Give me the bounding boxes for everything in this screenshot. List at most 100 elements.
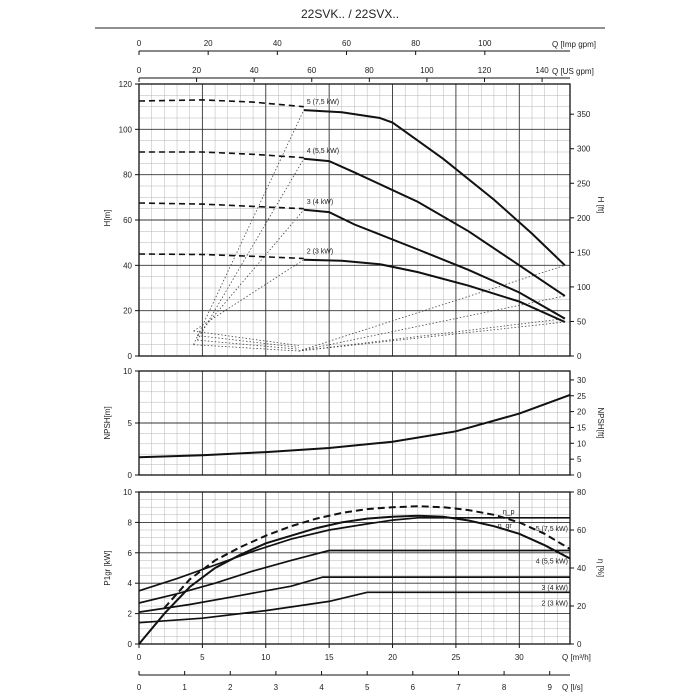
power-curve-label: 2 (3 kW) — [542, 600, 568, 607]
eta-p-curve — [163, 505, 571, 609]
head-curve-label: 3 (4 kW) — [307, 199, 333, 206]
range-dotted-line — [193, 344, 299, 352]
head-m-tick-label: 60 — [123, 216, 132, 225]
head-m-axis-label: H[m] — [103, 210, 112, 227]
us-gpm-axis-label: Q [US gpm] — [552, 67, 594, 76]
flow-ls-tick-label: 3 — [274, 683, 279, 692]
head-ft-tick-label: 100 — [577, 283, 591, 292]
flow-ls-tick-label: 6 — [411, 683, 416, 692]
power-axis-label: P1gr [kW] — [103, 550, 112, 585]
range-dotted-line — [193, 109, 305, 345]
efficiency-tick-label: 0 — [577, 640, 582, 649]
head-curve — [303, 258, 566, 323]
range-dotted-line — [197, 339, 299, 350]
power-curve — [138, 591, 570, 624]
imp-gpm-tick-label: 0 — [137, 39, 142, 48]
range-dotted-line — [193, 330, 299, 346]
head-m-tick-label: 20 — [123, 307, 132, 316]
range-dotted-line — [196, 158, 305, 341]
us-gpm-tick-label: 40 — [250, 66, 259, 75]
range-dotted-line — [298, 318, 565, 352]
imp-gpm-tick-label: 60 — [342, 39, 351, 48]
head-ft-tick-label: 350 — [577, 110, 591, 119]
head-curve-label: 2 (3 kW) — [307, 249, 333, 256]
flow-ls-tick-label: 5 — [365, 683, 370, 692]
power-curve-label: 5 (7,5 kW) — [536, 526, 568, 533]
head-curve — [303, 157, 566, 297]
npsh-ft-tick-label: 25 — [577, 392, 586, 401]
flow-m3h-tick-label: 5 — [200, 653, 205, 662]
head-ft-axis-label: H [ft] — [596, 197, 605, 214]
power-curve — [138, 576, 570, 613]
flow-m3h-tick-label: 25 — [451, 653, 460, 662]
head-ft-tick-label: 50 — [577, 317, 586, 326]
power-kw-tick-label: 6 — [128, 549, 133, 558]
chart-title: 22SVK.. / 22SVX.. — [301, 7, 399, 21]
us-gpm-tick-label: 140 — [535, 66, 549, 75]
us-gpm-tick-label: 100 — [420, 66, 434, 75]
npsh-ft-tick-label: 0 — [577, 471, 582, 480]
npsh-m-axis-label: NPSH[m] — [103, 406, 112, 439]
power-curve — [138, 549, 570, 604]
range-dotted-line — [298, 321, 565, 352]
efficiency-tick-label: 60 — [577, 526, 586, 535]
head-curve — [303, 208, 566, 320]
top-axes: 0 20 40 60 80 100 0 20 40 60 80 100 120 140 — [137, 39, 570, 82]
us-gpm-tick-label: 0 — [137, 66, 142, 75]
head-m-tick-label: 40 — [123, 261, 132, 270]
efficiency-tick-label: 40 — [577, 564, 586, 573]
imp-gpm-tick-label: 20 — [204, 39, 213, 48]
range-dotted-line — [298, 264, 566, 352]
head-ft-tick-label: 0 — [577, 352, 582, 361]
npsh-curve — [138, 393, 571, 459]
head-curve-label: 5 (7,5 kW) — [307, 99, 339, 106]
range-dotted-line — [193, 259, 305, 332]
head-curve-label: 4 (5,5 kW) — [307, 148, 339, 155]
flow-m3h-tick-label: 30 — [515, 653, 524, 662]
flow-ls-tick-label: 9 — [547, 683, 552, 692]
npsh-ft-axis-label: NPSH[ft] — [596, 407, 605, 438]
head-ft-tick-label: 250 — [577, 179, 591, 188]
npsh-ft-tick-label: 10 — [577, 439, 586, 448]
us-gpm-tick-label: 120 — [478, 66, 492, 75]
eta-p-label: η_p — [503, 509, 515, 516]
head-panel: 0 20 40 60 80 100 120 0 50 100 150 200 250 300 350 5 (7… — [119, 80, 591, 361]
power-panel: 0 2 4 6 8 10 0 20 40 60 80 5 (7,5 kW) 4 (5,5 kW) 3 (4… — [123, 488, 586, 649]
head-ft-tick-label: 300 — [577, 145, 591, 154]
power-kw-tick-label: 4 — [128, 579, 133, 588]
flow-ls-tick-label: 2 — [228, 683, 233, 692]
power-kw-tick-label: 10 — [123, 488, 132, 497]
power-curve-label: 3 (4 kW) — [542, 585, 568, 592]
flow-ls-tick-label: 1 — [182, 683, 187, 692]
flow-ls-axis-label: Q [l/s] — [562, 683, 583, 692]
range-dotted-line — [197, 209, 305, 336]
efficiency-tick-label: 80 — [577, 488, 586, 497]
flow-m3h-tick-label: 15 — [325, 653, 334, 662]
us-gpm-tick-label: 60 — [307, 66, 316, 75]
head-m-tick-label: 0 — [128, 352, 133, 361]
npsh-m-tick-label: 0 — [128, 471, 133, 480]
imp-gpm-tick-label: 40 — [273, 39, 282, 48]
flow-m3h-tick-label: 10 — [261, 653, 270, 662]
npsh-ft-tick-label: 15 — [577, 423, 586, 432]
imp-gpm-axis-label: Q [Imp gpm] — [552, 40, 596, 49]
power-curve — [138, 516, 570, 592]
imp-gpm-tick-label: 100 — [478, 39, 492, 48]
us-gpm-tick-label: 80 — [365, 66, 374, 75]
flow-ls-tick-label: 4 — [319, 683, 324, 692]
bottom-axes: 0 5 10 15 20 25 30 0 1 2 3 4 5 6 7 8 9 — [137, 644, 570, 692]
eta-gr-curve — [138, 514, 571, 645]
eta-gr-label: η_gr — [498, 523, 513, 530]
head-curve-dashed — [138, 202, 304, 210]
npsh-panel: 0 5 10 0 5 10 15 20 25 30 — [123, 367, 586, 480]
head-m-tick-label: 100 — [119, 125, 133, 134]
head-m-tick-label: 80 — [123, 171, 132, 180]
npsh-ft-tick-label: 5 — [577, 455, 582, 464]
power-curve-label: 4 (5,5 kW) — [536, 559, 568, 566]
head-ft-tick-label: 150 — [577, 248, 591, 257]
npsh-ft-tick-label: 20 — [577, 408, 586, 417]
head-curve — [303, 109, 566, 267]
head-m-tick-label: 120 — [119, 80, 133, 89]
flow-m3h-tick-label: 0 — [137, 653, 142, 662]
